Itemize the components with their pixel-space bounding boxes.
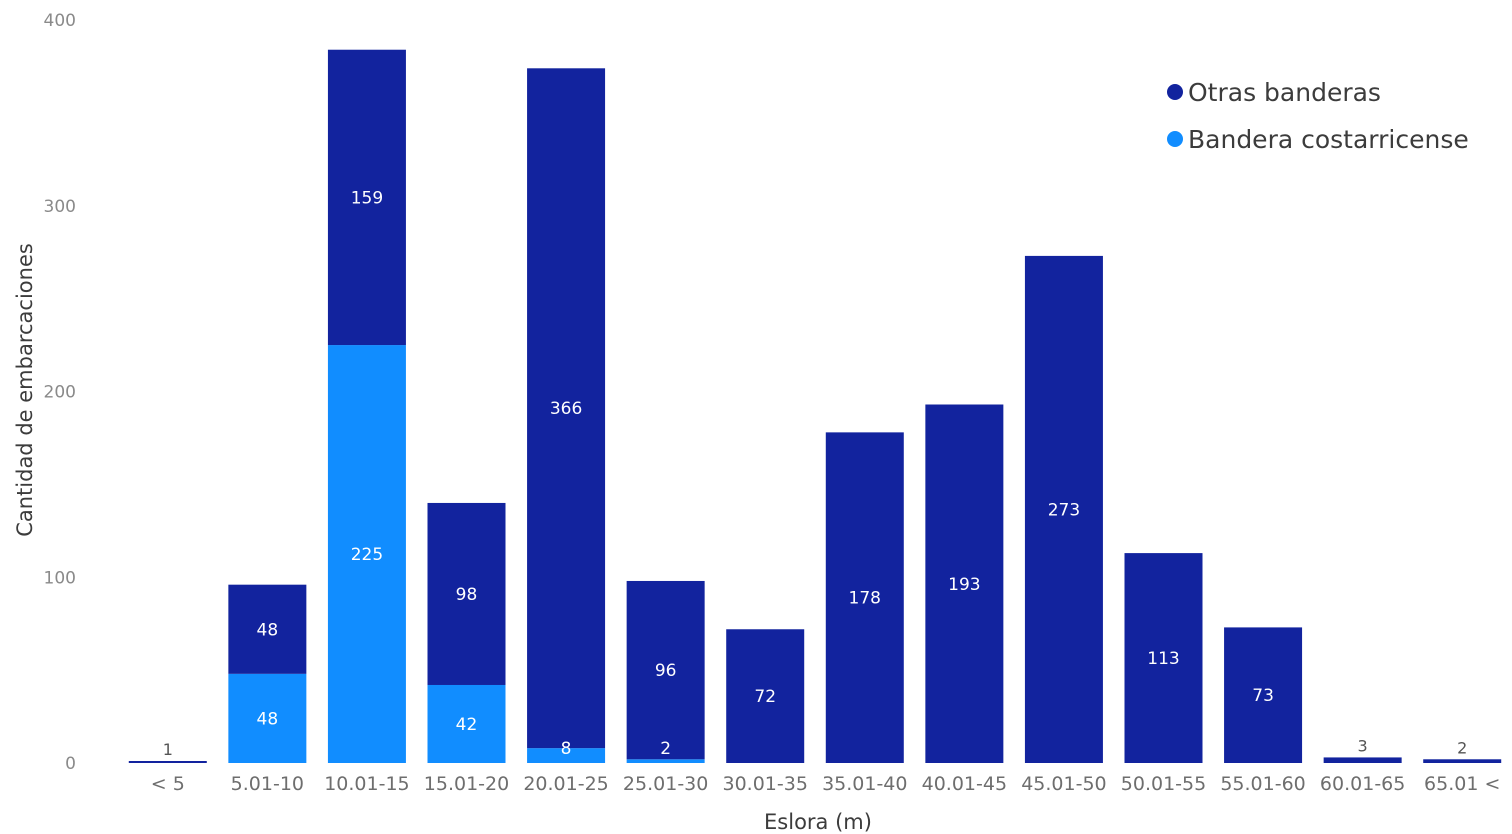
legend-label: Otras banderas — [1188, 78, 1381, 107]
legend-label: Bandera costarricense — [1188, 125, 1469, 154]
y-tick-label: 100 — [44, 568, 76, 588]
x-tick-label: 45.01-50 — [1021, 773, 1106, 795]
data-label: 1 — [163, 740, 173, 759]
bar-bandera-costarricense — [327, 345, 406, 763]
data-label: 273 — [1048, 500, 1080, 520]
data-label: 8 — [561, 739, 572, 759]
x-tick-label: 55.01-60 — [1220, 773, 1305, 795]
x-tick-label: 30.01-35 — [722, 773, 807, 795]
x-tick-label: 50.01-55 — [1121, 773, 1206, 795]
bar-bandera-costarricense — [626, 759, 705, 763]
data-label: 3 — [1358, 736, 1368, 755]
data-labels: 1 48 48 225 159 42 98 8 366 2 96 72 178 193 273 113 73 3 2 — [163, 188, 1468, 759]
bar-otras-banderas — [527, 68, 606, 749]
x-axis-ticks: < 5 5.01-10 10.01-15 15.01-20 20.01-25 25.01-… — [151, 773, 1501, 795]
data-label: 178 — [849, 589, 881, 609]
bar-otras-banderas — [1024, 255, 1103, 763]
x-tick-label: < 5 — [151, 773, 185, 795]
bar-otras-banderas — [327, 49, 406, 346]
x-tick-label: 25.01-30 — [623, 773, 708, 795]
x-tick-label: 40.01-45 — [922, 773, 1007, 795]
x-tick-label: 60.01-65 — [1320, 773, 1405, 795]
bar-bandera-costarricense — [527, 748, 606, 763]
x-tick-label: 15.01-20 — [424, 773, 509, 795]
legend-marker — [1167, 84, 1183, 100]
bar-otras-banderas — [128, 761, 207, 763]
data-label: 72 — [754, 687, 776, 707]
bar-otras-banderas — [1423, 759, 1502, 763]
bar-otras-banderas — [726, 629, 805, 763]
bar-otras-banderas — [825, 432, 904, 763]
data-label: 73 — [1252, 686, 1274, 706]
bar-bandera-costarricense — [228, 673, 307, 763]
data-label: 366 — [550, 399, 582, 419]
y-tick-label: 200 — [44, 383, 76, 403]
bar-otras-banderas — [1124, 553, 1203, 763]
x-axis-title: Eslora (m) — [764, 810, 872, 834]
data-label: 193 — [948, 575, 980, 595]
legend-marker — [1167, 131, 1183, 147]
y-tick-label: 400 — [44, 11, 76, 31]
bars — [128, 49, 1502, 763]
bar-otras-banderas — [925, 404, 1004, 763]
bar-otras-banderas — [228, 584, 307, 674]
data-label: 2 — [1457, 738, 1467, 757]
data-label: 113 — [1147, 649, 1179, 669]
x-tick-label: 20.01-25 — [523, 773, 608, 795]
data-label: 42 — [456, 715, 478, 735]
bar-bandera-costarricense — [427, 684, 506, 763]
y-axis-title: Cantidad de embarcaciones — [13, 243, 37, 537]
x-tick-label: 5.01-10 — [231, 773, 304, 795]
data-label: 48 — [257, 709, 279, 729]
data-label: 225 — [351, 545, 383, 565]
bar-otras-banderas — [626, 580, 705, 760]
y-axis-ticks: 0 100 200 300 400 — [44, 11, 76, 774]
bar-otras-banderas — [427, 502, 506, 685]
data-label: 98 — [456, 585, 478, 605]
y-tick-label: 0 — [65, 754, 76, 774]
x-tick-label: 10.01-15 — [324, 773, 409, 795]
y-tick-label: 300 — [44, 197, 76, 217]
bar-otras-banderas — [1323, 757, 1402, 763]
data-label: 2 — [660, 739, 671, 759]
legend: Otras banderas Bandera costarricense — [1167, 78, 1469, 154]
x-tick-label: 65.01 < — [1424, 773, 1500, 795]
data-label: 96 — [655, 661, 677, 681]
data-label: 48 — [257, 620, 279, 640]
bar-otras-banderas — [1224, 627, 1303, 763]
data-label: 159 — [351, 188, 383, 208]
x-tick-label: 35.01-40 — [822, 773, 907, 795]
